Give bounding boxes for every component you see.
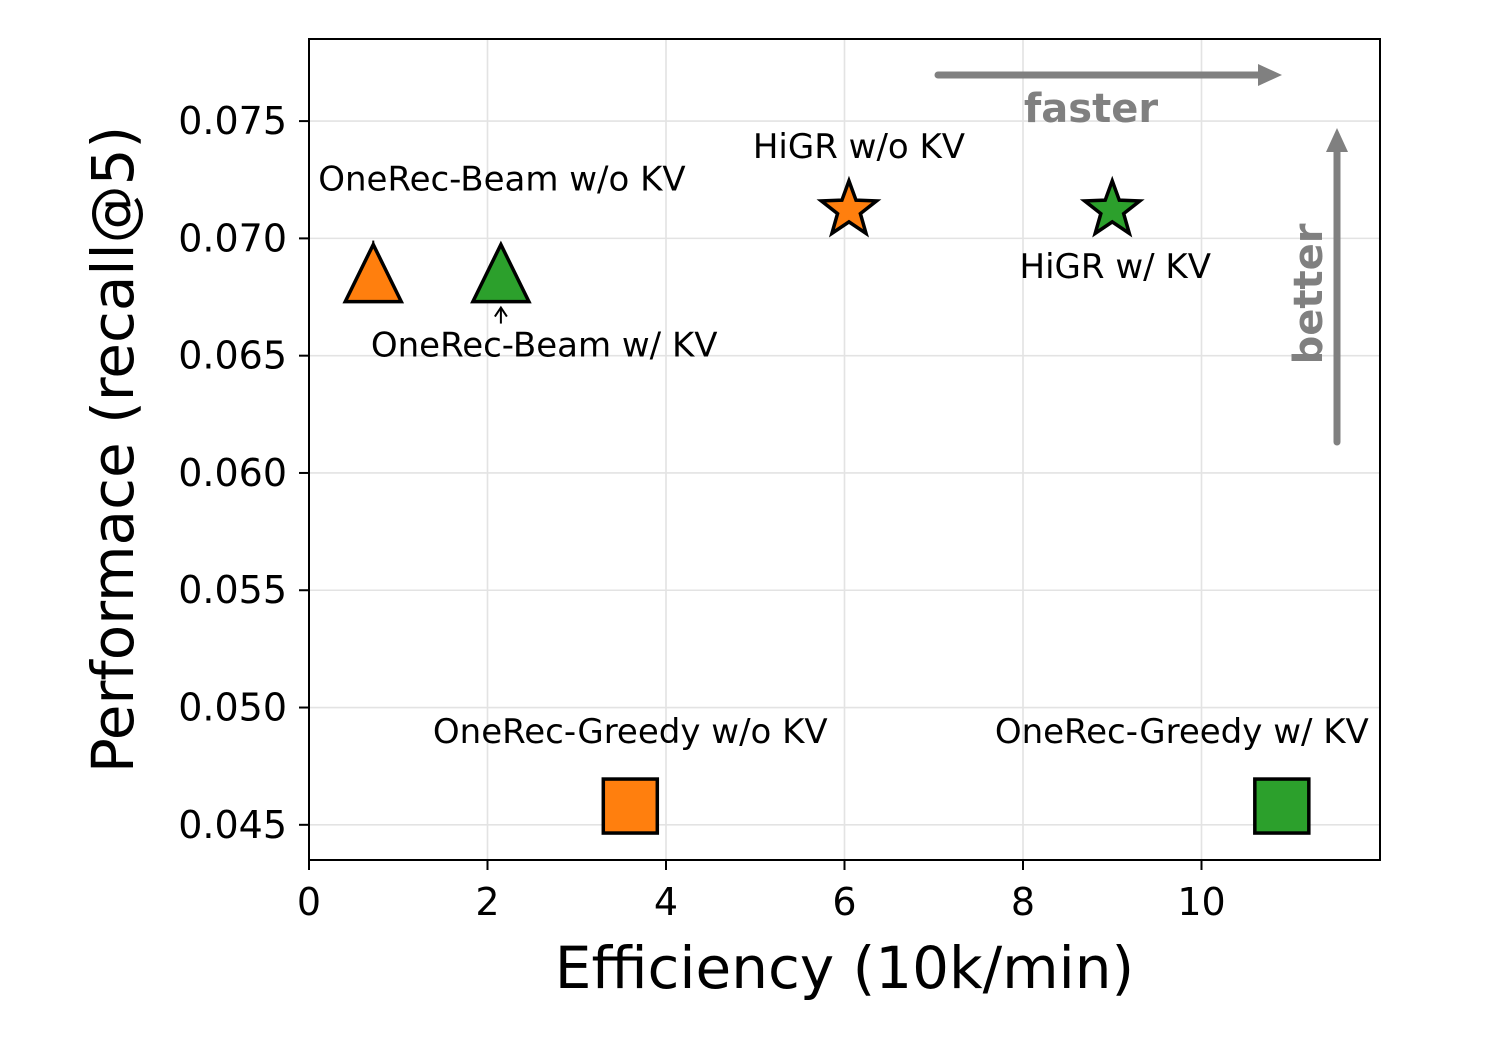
y-tick-label: 0.060	[178, 451, 287, 495]
faster-arrow-head	[1258, 64, 1282, 86]
y-tick-label: 0.065	[178, 334, 287, 378]
x-axis-title: Efficiency (10k/min)	[555, 934, 1134, 1002]
tick-layer: 0 2 4 6 8 10 0.045 0.050 0.055 0.060 0.065 0.070 0.0…	[178, 99, 1225, 924]
x-tick-label: 10	[1177, 880, 1225, 924]
point-label: OneRec-Beam w/ KV	[371, 326, 718, 366]
y-tick-label: 0.050	[178, 686, 287, 730]
x-tick-label: 4	[654, 880, 678, 924]
faster-label: faster	[1024, 86, 1158, 132]
better-label: better	[1286, 223, 1332, 364]
y-tick-label: 0.070	[178, 216, 287, 260]
point-label: OneRec-Greedy w/o KV	[433, 712, 828, 752]
point-label: HiGR w/o KV	[753, 127, 965, 167]
star-marker	[1079, 175, 1145, 238]
x-tick-label: 0	[297, 880, 321, 924]
point-label: OneRec-Beam w/o KV	[318, 160, 685, 200]
square-marker	[1253, 777, 1311, 835]
point-label: HiGR w/ KV	[1020, 247, 1211, 287]
triangle-marker	[470, 240, 532, 304]
x-tick-label: 2	[475, 880, 499, 924]
y-axis-title: Performace (recall@5)	[79, 126, 147, 773]
square-marker	[601, 777, 660, 835]
grid-layer	[308, 39, 1380, 860]
point-layer	[342, 175, 1311, 835]
triangle-marker	[342, 240, 405, 304]
y-tick-label: 0.045	[178, 803, 287, 847]
hint-layer: faster better	[934, 64, 1348, 446]
annotation-arrow-head	[494, 305, 508, 318]
point-label: OneRec-Greedy w/ KV	[995, 712, 1369, 752]
x-tick-label: 8	[1011, 880, 1035, 924]
star-marker	[816, 175, 882, 238]
annotation-layer: OneRec-Beam w/o KV OneRec-Beam w/ KV HiGR …	[318, 127, 1369, 752]
x-tick-label: 6	[832, 880, 856, 924]
better-arrow-head	[1326, 128, 1348, 152]
y-tick-label: 0.055	[178, 568, 287, 612]
y-tick-label: 0.075	[178, 99, 287, 143]
